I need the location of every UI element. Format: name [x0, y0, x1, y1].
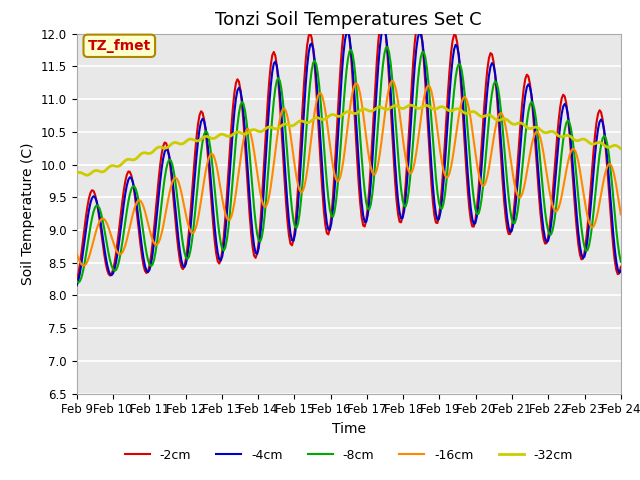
-2cm [311, 63, 319, 69]
-16cm [617, 212, 625, 217]
X-axis label: Time: Time [332, 422, 366, 436]
-4cm [311, 57, 319, 63]
Legend: -2cm, -4cm, -8cm, -16cm, -32cm: -2cm, -4cm, -8cm, -16cm, -32cm [120, 444, 578, 467]
-16cm [388, 78, 396, 84]
-4cm [379, 25, 387, 31]
Line: -8cm: -8cm [77, 47, 621, 283]
-32cm [589, 141, 597, 147]
-2cm [379, 15, 387, 21]
-8cm [237, 102, 244, 108]
Title: Tonzi Soil Temperatures Set C: Tonzi Soil Temperatures Set C [216, 11, 482, 29]
-2cm [253, 251, 261, 256]
-16cm [255, 180, 262, 186]
-16cm [312, 100, 320, 106]
-4cm [235, 85, 243, 91]
-2cm [73, 279, 81, 285]
Text: TZ_fmet: TZ_fmet [88, 39, 151, 53]
-4cm [588, 188, 596, 193]
Line: -4cm: -4cm [77, 28, 621, 285]
-16cm [79, 263, 86, 268]
-16cm [141, 209, 149, 215]
-4cm [617, 268, 625, 274]
-4cm [73, 282, 81, 288]
Line: -32cm: -32cm [77, 105, 621, 175]
-32cm [617, 146, 625, 152]
-8cm [141, 241, 149, 247]
-16cm [264, 199, 271, 205]
-16cm [237, 156, 244, 162]
-32cm [84, 172, 92, 178]
-32cm [141, 150, 149, 156]
-4cm [253, 251, 261, 257]
-16cm [73, 251, 81, 256]
-8cm [383, 44, 391, 50]
Line: -16cm: -16cm [77, 81, 621, 265]
Line: -2cm: -2cm [77, 18, 621, 282]
-4cm [262, 148, 270, 154]
-32cm [406, 102, 414, 108]
-8cm [73, 278, 81, 284]
-16cm [589, 224, 597, 229]
-2cm [588, 168, 596, 173]
-2cm [617, 264, 625, 270]
-8cm [617, 259, 625, 264]
-2cm [140, 262, 147, 268]
-32cm [264, 124, 271, 130]
-2cm [235, 79, 243, 84]
-4cm [140, 255, 147, 261]
-32cm [255, 129, 262, 134]
-32cm [237, 130, 244, 135]
-8cm [312, 61, 320, 67]
Y-axis label: Soil Temperature (C): Soil Temperature (C) [21, 143, 35, 285]
-32cm [73, 170, 81, 176]
-8cm [74, 280, 82, 286]
-8cm [264, 175, 271, 181]
-32cm [312, 115, 320, 120]
-8cm [589, 209, 597, 215]
-8cm [255, 238, 262, 243]
-2cm [262, 123, 270, 129]
